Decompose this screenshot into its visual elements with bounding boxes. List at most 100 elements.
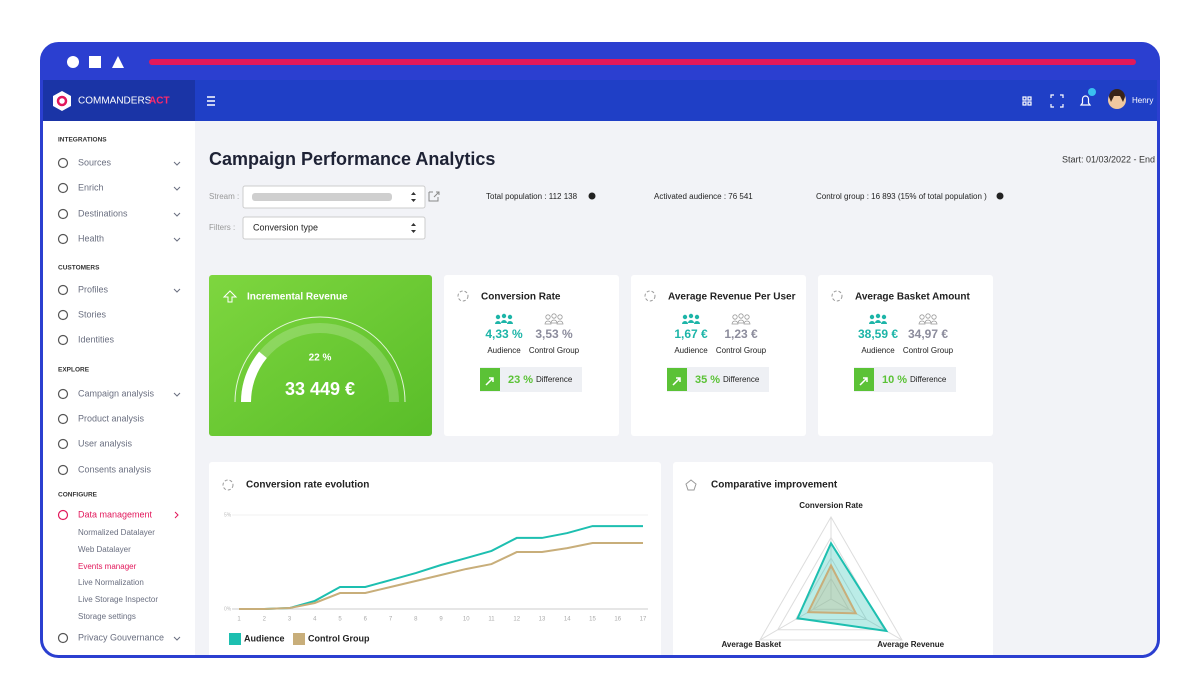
y-tick-label: 0% bbox=[224, 606, 232, 612]
audience-value: 38,59 € bbox=[858, 327, 898, 341]
person-body bbox=[930, 320, 938, 325]
chevron bbox=[173, 237, 181, 242]
brand-accent: ACT bbox=[149, 96, 170, 107]
logo-icon-core bbox=[56, 95, 68, 107]
select-arrow bbox=[411, 192, 416, 202]
section-title: INTEGRATIONS bbox=[58, 137, 107, 144]
axis-label: Average Revenue bbox=[877, 640, 944, 649]
x-tick-label: 10 bbox=[463, 617, 470, 623]
external-link[interactable] bbox=[428, 191, 440, 202]
chevron bbox=[173, 392, 181, 397]
submenu-item[interactable]: Web Datalayer bbox=[78, 545, 131, 554]
menu-icon bbox=[57, 233, 69, 245]
x-tick-label: 7 bbox=[389, 617, 393, 623]
chevron bbox=[174, 511, 179, 519]
menu-icon bbox=[57, 334, 69, 346]
line-panel bbox=[209, 462, 661, 655]
menu-icon bbox=[57, 438, 69, 450]
people-icon bbox=[682, 313, 700, 324]
window: COMMANDERS ACT Henry INTEGRATIONS Sources… bbox=[42, 44, 1158, 655]
x-tick-label: 4 bbox=[313, 617, 317, 623]
person-body bbox=[688, 320, 694, 323]
person-head bbox=[869, 314, 875, 320]
audience-value: 1,67 € bbox=[674, 327, 708, 341]
x-tick-label: 5 bbox=[338, 617, 342, 623]
gauge-label: 22 % bbox=[309, 353, 332, 364]
card-title: Average Revenue Per User bbox=[668, 292, 796, 303]
filters-label: Filters : bbox=[209, 223, 235, 232]
person-head bbox=[688, 313, 694, 319]
submenu-item[interactable]: Normalized Datalayer bbox=[78, 528, 155, 537]
menu-icon bbox=[57, 284, 69, 296]
circle-shape bbox=[67, 56, 79, 68]
panel-icon bbox=[222, 479, 234, 491]
audience-label: Audience bbox=[674, 346, 708, 355]
legend-label: Control Group bbox=[308, 633, 370, 643]
menu-item[interactable]: User analysis bbox=[78, 438, 133, 448]
menu-icon bbox=[57, 182, 69, 194]
people-icon bbox=[731, 313, 751, 325]
stat-total: Total population : 112 138 bbox=[486, 192, 578, 201]
x-tick-label: 17 bbox=[640, 617, 647, 623]
gauge: 22 % bbox=[234, 316, 406, 403]
info-icon[interactable] bbox=[996, 192, 1004, 200]
menu-item[interactable]: Stories bbox=[78, 309, 107, 319]
menu-item[interactable]: Sources bbox=[78, 157, 112, 167]
avatar-hair bbox=[1109, 89, 1125, 102]
chevron bbox=[173, 161, 181, 166]
menu-item[interactable]: Identities bbox=[78, 334, 115, 344]
grid-ring bbox=[812, 577, 850, 610]
info-icon[interactable] bbox=[588, 192, 596, 200]
person-body bbox=[501, 320, 507, 323]
control-value: 1,23 € bbox=[724, 327, 758, 341]
radar-chart: Conversion Rate Average Revenue Average Ba… bbox=[721, 501, 944, 649]
audience-label: Audience bbox=[487, 346, 521, 355]
person-head bbox=[925, 313, 931, 319]
submenu-item[interactable]: Live Storage Inspector bbox=[78, 595, 158, 604]
person-body bbox=[507, 321, 513, 324]
person-body bbox=[495, 321, 501, 324]
menu-icon bbox=[57, 413, 69, 425]
section-title: CUSTOMERS bbox=[58, 265, 100, 272]
person-body bbox=[694, 321, 700, 324]
menu-item[interactable]: Health bbox=[78, 233, 104, 243]
window-frame bbox=[40, 42, 1160, 658]
menu-item[interactable]: Privacy Gouvernance bbox=[78, 632, 164, 642]
difference-label: Difference bbox=[723, 375, 760, 384]
menu-item[interactable]: Data management bbox=[78, 509, 153, 519]
menu-item[interactable]: Enrich bbox=[78, 182, 104, 192]
people-icon bbox=[495, 313, 513, 324]
filter-select[interactable] bbox=[242, 216, 426, 240]
x-tick-label: 2 bbox=[263, 617, 267, 623]
person-head bbox=[744, 314, 750, 320]
panel-icon bbox=[685, 479, 697, 491]
menu-item[interactable]: Consents analysis bbox=[78, 464, 152, 474]
submenu-item[interactable]: Events manager bbox=[78, 562, 137, 571]
axis-line bbox=[759, 598, 832, 641]
legend-swatch bbox=[293, 633, 305, 645]
menu-item[interactable]: Profiles bbox=[78, 284, 109, 294]
axis-label: Conversion Rate bbox=[799, 501, 863, 510]
menu-item[interactable]: Campaign analysis bbox=[78, 388, 155, 398]
legend-label: Audience bbox=[244, 633, 285, 643]
menu-item[interactable]: Product analysis bbox=[78, 413, 145, 423]
submenu-item[interactable]: Live Normalization bbox=[78, 578, 144, 587]
header-icons[interactable] bbox=[1022, 94, 1092, 108]
control-label: Control Group bbox=[529, 346, 580, 355]
trend-arrow bbox=[672, 377, 681, 386]
person-head bbox=[495, 314, 501, 320]
user-name: Henry bbox=[1132, 96, 1153, 105]
menu-button[interactable] bbox=[207, 96, 215, 106]
menu-icon bbox=[57, 208, 69, 220]
card-icon bbox=[222, 290, 238, 303]
stream-label: Stream : bbox=[209, 192, 239, 201]
person-head bbox=[557, 314, 563, 320]
submenu-item[interactable]: Storage settings bbox=[78, 612, 136, 621]
control-label: Control Group bbox=[903, 346, 954, 355]
difference-label: Difference bbox=[910, 375, 947, 384]
series-area bbox=[806, 563, 858, 615]
menu-item[interactable]: Destinations bbox=[78, 208, 128, 218]
people-icon bbox=[869, 313, 887, 324]
audience-value: 4,33 % bbox=[485, 327, 523, 341]
axis-label: Average Basket bbox=[721, 640, 781, 649]
